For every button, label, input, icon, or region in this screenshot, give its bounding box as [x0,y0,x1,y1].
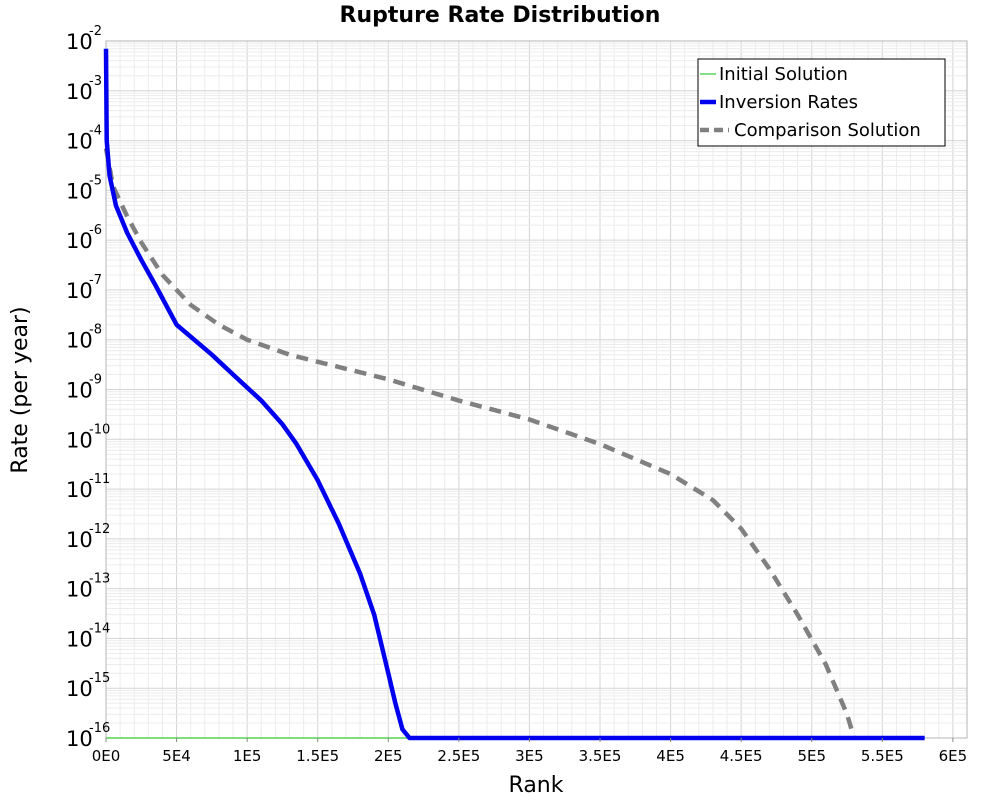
y-tick-base: 10 [66,727,93,751]
y-tick-label: 10-8 [66,323,102,353]
y-tick-exponent: -5 [89,173,102,188]
x-tick-label: 4.5E5 [720,747,763,765]
x-tick-label: 2.5E5 [437,747,480,765]
y-tick-label: 10-4 [66,124,102,154]
y-tick-exponent: -12 [89,522,110,537]
y-tick-base: 10 [66,279,93,303]
x-tick-label: 0E0 [92,747,121,765]
x-tick-label: 4E5 [656,747,685,765]
x-tick-label: 2E5 [374,747,403,765]
y-tick-base: 10 [66,179,93,203]
x-axis-ticks: 0E0 5E4 1E5 1.5E5 2E5 2.5E5 3E5 3.5E5 4E5 4.5E5 5E… [92,738,967,765]
y-axis-label: Rate (per year) [8,306,33,473]
x-tick-label: 3.5E5 [579,747,622,765]
x-tick-label: 5.5E5 [861,747,904,765]
y-tick-label: 10-11 [66,472,110,502]
y-tick-exponent: -15 [89,671,110,686]
y-axis-ticks: 10-1610-1510-1410-1310-1210-1110-1010-91… [66,24,110,751]
legend-label: Comparison Solution [734,120,921,141]
legend: Initial Solution Inversion Rates Compariso… [697,58,946,147]
y-tick-base: 10 [66,229,93,253]
y-tick-exponent: -3 [89,74,102,89]
y-tick-exponent: -14 [89,621,110,636]
y-tick-exponent: -4 [89,124,102,139]
y-tick-exponent: -16 [89,721,110,736]
y-tick-exponent: -7 [89,273,102,288]
y-tick-label: 10-14 [66,621,110,651]
y-tick-base: 10 [66,80,93,104]
y-tick-base: 10 [66,428,93,452]
x-tick-label: 6E5 [939,747,968,765]
x-tick-label: 5E4 [162,747,191,765]
x-tick-label: 5E5 [797,747,826,765]
y-tick-label: 10-5 [66,173,102,203]
y-tick-base: 10 [66,478,93,502]
y-tick-exponent: -10 [89,422,110,437]
x-axis-label: Rank [509,773,564,798]
y-tick-base: 10 [66,528,93,552]
y-tick-base: 10 [66,627,93,651]
chart-title: Rupture Rate Distribution [340,3,661,28]
y-tick-base: 10 [66,677,93,701]
y-tick-exponent: -8 [89,323,102,338]
legend-box [697,58,946,147]
y-tick-exponent: -6 [89,223,102,238]
y-tick-label: 10-2 [66,24,102,54]
y-tick-label: 10-6 [66,223,102,253]
x-tick-label: 1E5 [233,747,262,765]
y-tick-base: 10 [66,130,93,154]
series-layer [103,48,925,741]
y-tick-exponent: -9 [89,373,102,388]
x-tick-label: 3E5 [515,747,544,765]
y-tick-base: 10 [66,578,93,602]
y-tick-label: 10-3 [66,74,102,104]
y-tick-exponent: -11 [89,472,110,487]
series-line-inversion-rates [103,48,925,741]
y-tick-exponent: -2 [89,24,102,39]
y-tick-label: 10-10 [66,422,110,452]
y-tick-label: 10-16 [66,721,110,751]
y-tick-exponent: -13 [89,572,110,587]
y-tick-base: 10 [66,379,93,403]
legend-label: Initial Solution [719,64,848,85]
y-tick-base: 10 [66,30,93,54]
y-tick-base: 10 [66,329,93,353]
y-tick-label: 10-12 [66,522,110,552]
x-tick-label: 1.5E5 [296,747,339,765]
series-line-comparison-solution [103,147,857,739]
y-tick-label: 10-15 [66,671,110,701]
legend-label: Inversion Rates [719,92,858,113]
y-tick-label: 10-13 [66,572,110,602]
y-tick-label: 10-9 [66,373,102,403]
y-tick-label: 10-7 [66,273,102,303]
